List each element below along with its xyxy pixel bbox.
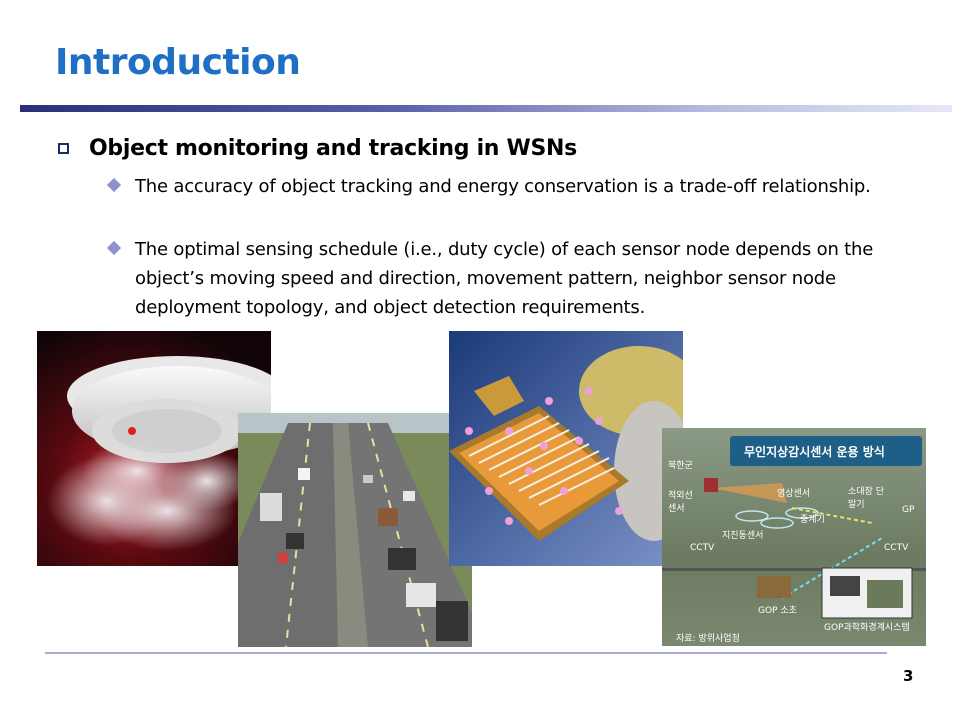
highway-traffic-icon: [238, 413, 472, 647]
diagram-label: GOP 소초: [758, 606, 797, 616]
main-bullet-text: Object monitoring and tracking in WSNs: [89, 136, 577, 161]
highway-image: [238, 413, 472, 647]
diagram-label: CCTV: [884, 543, 909, 553]
diagram-label: 북한군: [668, 461, 693, 471]
main-bullet: Object monitoring and tracking in WSNs: [58, 136, 577, 161]
diagram-label: 적외선 센서: [668, 491, 693, 514]
diagram-label: 소대장 단말기: [848, 487, 884, 510]
diagram-label: 지진동센서: [722, 531, 764, 541]
smoke-detector-image: [37, 331, 271, 566]
diamond-bullet-icon: [106, 240, 122, 256]
page-number: 3: [903, 667, 914, 685]
diagram-label: CCTV: [690, 543, 715, 553]
diagram-label: 중계기: [800, 515, 825, 525]
surveillance-banner: 무인지상감시센서 운용 방식: [744, 445, 885, 459]
square-bullet-icon: [58, 143, 69, 154]
slide-title: Introduction: [55, 42, 301, 83]
sensor-chip-icon: [449, 331, 683, 566]
diagram-label: GP: [902, 505, 915, 515]
footer-divider: [45, 652, 887, 654]
sub-bullet-2: The optimal sensing schedule (i.e., duty…: [106, 235, 886, 322]
diagram-label: 자료: 방위사업청: [676, 634, 740, 644]
title-underline: [20, 105, 952, 112]
diamond-bullet-icon: [106, 177, 122, 193]
smoke-detector-icon: [37, 331, 271, 566]
sub-bullet-text: The optimal sensing schedule (i.e., duty…: [135, 239, 874, 318]
diagram-label: GOP과학화경계시스템: [824, 623, 910, 633]
surveillance-system-image: 무인지상감시센서 운용 방식 북한군 적외선 센서 영상센서 소대장 단말기 G…: [662, 428, 926, 646]
sub-bullet-1: The accuracy of object tracking and ener…: [106, 172, 886, 201]
diagram-label: 영상센서: [777, 489, 811, 499]
sensor-chip-image: [449, 331, 683, 566]
surveillance-system-icon: [662, 428, 926, 646]
sub-bullet-text: The accuracy of object tracking and ener…: [135, 176, 871, 197]
